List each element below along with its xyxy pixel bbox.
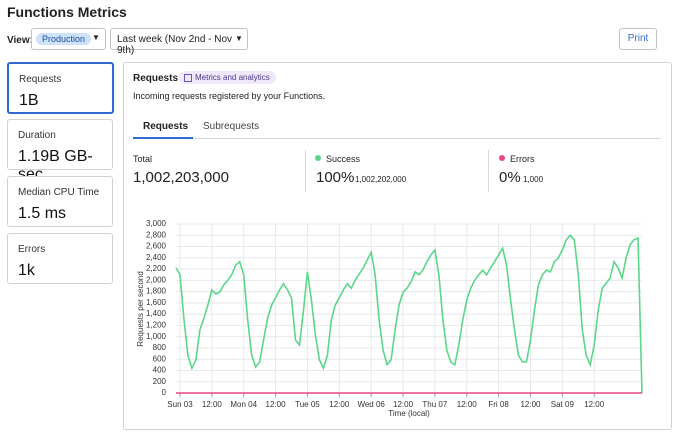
stat-value: 0%: [499, 169, 521, 186]
caret: ▼: [92, 33, 100, 42]
tab-divider: [133, 138, 661, 139]
panel: [123, 62, 672, 430]
badge-icon: [184, 74, 192, 82]
x-axis-title: Time (local): [388, 409, 430, 418]
card-value: 1k: [18, 262, 35, 279]
x-tick-label: 12:00: [457, 400, 478, 409]
divider: [305, 150, 306, 192]
card-label: Median CPU Time: [18, 187, 100, 198]
y-tick-label: 1,000: [146, 332, 167, 341]
chart: Requests per second Time (local) 0 200 400…: [136, 219, 643, 418]
y-tick-label: 1,800: [146, 287, 167, 296]
stat-count: 1,000: [523, 175, 544, 184]
y-tick-label: 800: [153, 343, 167, 352]
range-select[interactable]: Last week (Nov 2nd - Nov 9th) ▼: [110, 28, 248, 56]
y-tick-label: 2,600: [146, 242, 167, 251]
x-tick-label: Fri 08: [488, 400, 509, 409]
view-label: View:: [7, 35, 33, 46]
stat-label: Total: [133, 154, 153, 164]
y-tick-label: 400: [153, 366, 167, 375]
view-select[interactable]: Production ▼: [31, 28, 106, 50]
x-tick-label: Thu 07: [422, 400, 447, 409]
y-tick-label: 1,200: [146, 321, 167, 330]
x-tick-label: Mon 04: [230, 400, 257, 409]
x-tick-label: Tue 05: [295, 400, 320, 409]
series-line: [175, 234, 643, 394]
x-tick-label: Sat 09: [551, 400, 575, 409]
y-tick-label: 2,800: [146, 230, 167, 239]
y-tick-label: 3,000: [146, 219, 167, 228]
x-tick-label: 12:00: [266, 400, 287, 409]
legend-dot: [499, 155, 505, 161]
card-value: 1B: [19, 92, 39, 109]
divider: [488, 150, 489, 192]
stat-value: 100%: [316, 169, 355, 186]
caret: ▼: [235, 34, 243, 43]
y-tick-label: 600: [153, 354, 167, 363]
card-label: Duration: [18, 130, 56, 141]
badge-text: Metrics and analytics: [195, 73, 270, 82]
y-tick-label: 0: [162, 388, 167, 397]
range-value: Last week (Nov 2nd - Nov 9th): [117, 34, 233, 56]
metric-card[interactable]: Median CPU Time 1.5 ms: [7, 176, 113, 227]
tab[interactable]: Subrequests: [203, 121, 260, 132]
legend-label: Errors: [510, 154, 535, 164]
badge[interactable]: Metrics and analytics: [179, 71, 276, 84]
print-button[interactable]: Print: [619, 28, 657, 50]
panel-description: Incoming requests registered by your Fun…: [133, 91, 326, 101]
card-label: Requests: [19, 74, 62, 85]
x-tick-label: 12:00: [520, 400, 541, 409]
card-label: Errors: [18, 244, 46, 255]
legend-dot: [315, 155, 321, 161]
x-tick-label: 12:00: [329, 400, 350, 409]
x-tick-label: Sun 03: [167, 400, 193, 409]
tab-active[interactable]: Requests: [143, 121, 189, 132]
tab-underline: [133, 137, 193, 139]
x-tick-label: Wed 06: [357, 400, 385, 409]
x-tick-label: 12:00: [202, 400, 223, 409]
stat-value: 1,002,203,000: [133, 169, 229, 186]
card-value: 1.5 ms: [18, 205, 67, 222]
metric-card[interactable]: Duration 1.19B GB-sec: [7, 119, 113, 183]
x-tick-label: 12:00: [584, 400, 605, 409]
y-tick-label: 2,000: [146, 275, 167, 284]
page-title: Functions Metrics: [7, 4, 127, 20]
metric-card[interactable]: Requests 1B: [7, 62, 114, 114]
x-tick-label: 12:00: [393, 400, 414, 409]
y-tick-label: 1,600: [146, 298, 167, 307]
y-tick-label: 200: [153, 377, 167, 386]
metric-card[interactable]: Errors 1k: [7, 233, 113, 284]
legend-label: Success: [326, 154, 361, 164]
stat-count: 1,002,202,000: [355, 175, 407, 184]
y-tick-label: 2,400: [146, 253, 167, 262]
y-axis-title: Requests per second: [136, 271, 145, 347]
panel-title: Requests: [133, 73, 179, 84]
view-value: Production: [36, 33, 92, 45]
y-tick-label: 1,400: [146, 309, 167, 318]
y-tick-label: 2,200: [146, 264, 167, 273]
